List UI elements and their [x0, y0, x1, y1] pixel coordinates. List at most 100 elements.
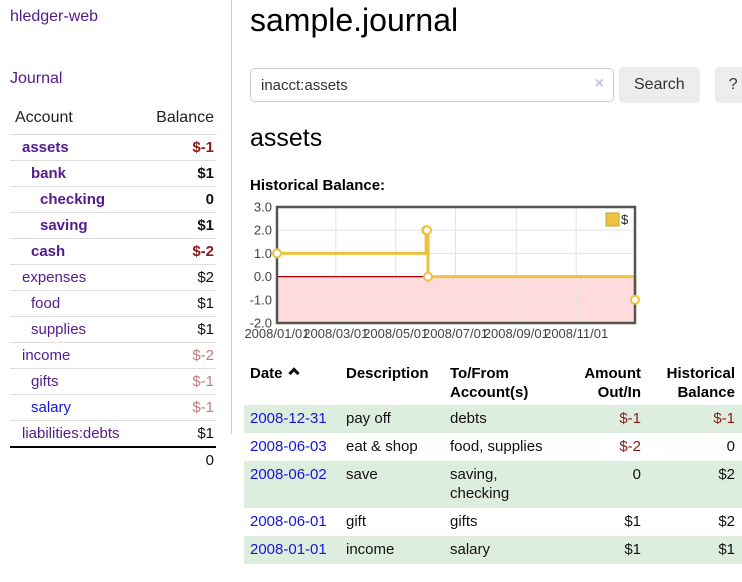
transaction-amount: $-2 — [619, 438, 641, 455]
account-row-assets: assets $-1 — [10, 134, 216, 161]
svg-text:-2.0: -2.0 — [250, 316, 272, 331]
balance-column-header: Historical Balance — [666, 365, 735, 401]
account-balance: $1 — [139, 160, 216, 187]
transaction-date-link[interactable]: 2008-06-03 — [250, 438, 327, 455]
register-row: 2008-06-01 gift gifts $1 $2 — [244, 508, 742, 536]
account-row-income: income $-2 — [10, 342, 216, 369]
transaction-balance: 0 — [726, 438, 735, 455]
transaction-date-link[interactable]: 2008-01-01 — [250, 541, 327, 558]
account-link-food[interactable]: food — [31, 295, 61, 312]
transaction-description: save — [346, 466, 378, 483]
transaction-accounts: gifts — [450, 513, 478, 530]
clear-search-icon[interactable]: × — [594, 75, 604, 92]
transaction-date-link[interactable]: 2008-06-01 — [250, 513, 327, 530]
transaction-amount: 0 — [632, 466, 641, 483]
transaction-amount: $1 — [624, 513, 641, 530]
chart-title: Historical Balance: — [250, 177, 386, 194]
account-row-supplies: supplies $1 — [10, 316, 216, 343]
svg-text:1.0: 1.0 — [254, 246, 272, 261]
transaction-amount: $-1 — [619, 410, 641, 427]
account-balance: $1 — [139, 316, 216, 343]
date-column-header[interactable]: Date — [244, 360, 340, 405]
account-link-expenses[interactable]: expenses — [22, 269, 87, 286]
transaction-description: pay off — [346, 410, 391, 427]
svg-text:3.0: 3.0 — [254, 200, 272, 215]
account-balance: $1 — [139, 290, 216, 317]
account-link-checking[interactable]: checking — [40, 191, 106, 208]
account-balance: $1 — [139, 212, 216, 239]
account-link-income[interactable]: income — [22, 347, 71, 364]
app-title-link[interactable]: hledger-web — [10, 8, 99, 25]
sidebar: hledger-web Journal Account Balance asse… — [0, 0, 232, 473]
sort-ascending-icon — [287, 367, 300, 379]
account-row-food: food $1 — [10, 290, 216, 317]
transaction-balance: $2 — [718, 466, 735, 483]
account-link-liabilities-debts[interactable]: liabilities:debts — [22, 425, 120, 442]
account-link-supplies[interactable]: supplies — [31, 321, 87, 338]
transaction-accounts: salary — [450, 541, 491, 558]
balance-column-header: Balance — [156, 109, 214, 126]
register-row: 2008-06-02 save saving, checking 0 $2 — [244, 461, 742, 508]
register-table: Date Description To/From Account(s) Amou… — [244, 360, 742, 564]
account-row-expenses: expenses $2 — [10, 264, 216, 291]
account-balance: 0 — [139, 186, 216, 213]
transaction-balance: $1 — [718, 541, 735, 558]
register-row: 2008-01-01 income salary $1 $1 — [244, 536, 742, 564]
account-row-salary: salary $-1 — [10, 394, 216, 421]
account-table-header-row: Account Balance — [10, 104, 216, 135]
account-link-saving[interactable]: saving — [40, 217, 88, 234]
account-row-liabilities-debts: liabilities:debts $1 — [10, 420, 216, 447]
account-row-saving: saving $1 — [10, 212, 216, 239]
account-row-gifts: gifts $-1 — [10, 368, 216, 395]
accounts-total-balance: 0 — [139, 446, 216, 473]
page-title: sample.journal — [250, 2, 459, 38]
account-balance: $2 — [139, 264, 216, 291]
search-button[interactable]: Search — [619, 67, 700, 103]
transaction-description: eat & shop — [346, 438, 418, 455]
account-column-header: Account — [15, 109, 73, 126]
account-balance: $1 — [139, 420, 216, 447]
transaction-date-link[interactable]: 2008-12-31 — [250, 410, 327, 427]
account-row-cash: cash $-2 — [10, 238, 216, 265]
transaction-description: income — [346, 541, 395, 558]
transaction-date-link[interactable]: 2008-06-02 — [250, 466, 327, 483]
amount-column-header: Amount Out/In — [584, 365, 641, 401]
account-balance: $-2 — [139, 238, 216, 265]
register-row: 2008-12-31 pay off debts $-1 $-1 — [244, 405, 742, 433]
account-balance: $-1 — [139, 134, 216, 161]
account-link-assets[interactable]: assets — [22, 139, 69, 156]
historical-balance-chart: $3.0 2.0 1.0 0.0 -1.0 -2.02008/01/012008/03/0… — [244, 200, 640, 341]
svg-text:0.0: 0.0 — [254, 269, 272, 284]
register-row: 2008-06-03 eat & shop food, supplies $-2… — [244, 433, 742, 461]
svg-text:2008/11/01: 2008/11/01 — [544, 326, 608, 341]
help-button[interactable]: ? — [714, 67, 742, 103]
account-balance: $-1 — [139, 394, 216, 421]
search-bar: × Search ? — [250, 67, 742, 103]
account-table-total-row: 0 — [10, 446, 216, 473]
account-balance: $-1 — [139, 368, 216, 395]
account-link-bank[interactable]: bank — [31, 165, 67, 182]
svg-text:2008/07/01: 2008/07/01 — [423, 326, 488, 341]
transaction-accounts: food, supplies — [450, 438, 543, 455]
description-column-header: Description — [346, 365, 429, 382]
register-header-row: Date Description To/From Account(s) Amou… — [244, 360, 742, 405]
account-balance-table: Account Balance assets $-1 bank $1 check… — [10, 104, 216, 473]
svg-text:2008/01/01: 2008/01/01 — [244, 326, 309, 341]
account-row-checking: checking 0 — [10, 186, 216, 213]
accounts-column-header: To/From Account(s) — [450, 365, 529, 401]
transaction-accounts: debts — [450, 410, 487, 427]
account-link-cash[interactable]: cash — [31, 243, 66, 260]
transaction-description: gift — [346, 513, 367, 530]
transaction-balance: $2 — [718, 513, 735, 530]
sidebar-item-journal[interactable]: Journal — [10, 70, 63, 87]
account-link-gifts[interactable]: gifts — [31, 373, 59, 390]
search-input-wrap: × — [250, 68, 614, 102]
transaction-balance: $-1 — [713, 410, 735, 427]
svg-text:$: $ — [621, 212, 629, 227]
account-link-salary[interactable]: salary — [31, 399, 72, 416]
search-input[interactable] — [250, 68, 614, 102]
svg-text:2008/05/01: 2008/05/01 — [363, 326, 428, 341]
svg-text:-1.0: -1.0 — [250, 292, 272, 307]
transaction-accounts: saving, checking — [450, 466, 510, 502]
account-row-bank: bank $1 — [10, 160, 216, 187]
